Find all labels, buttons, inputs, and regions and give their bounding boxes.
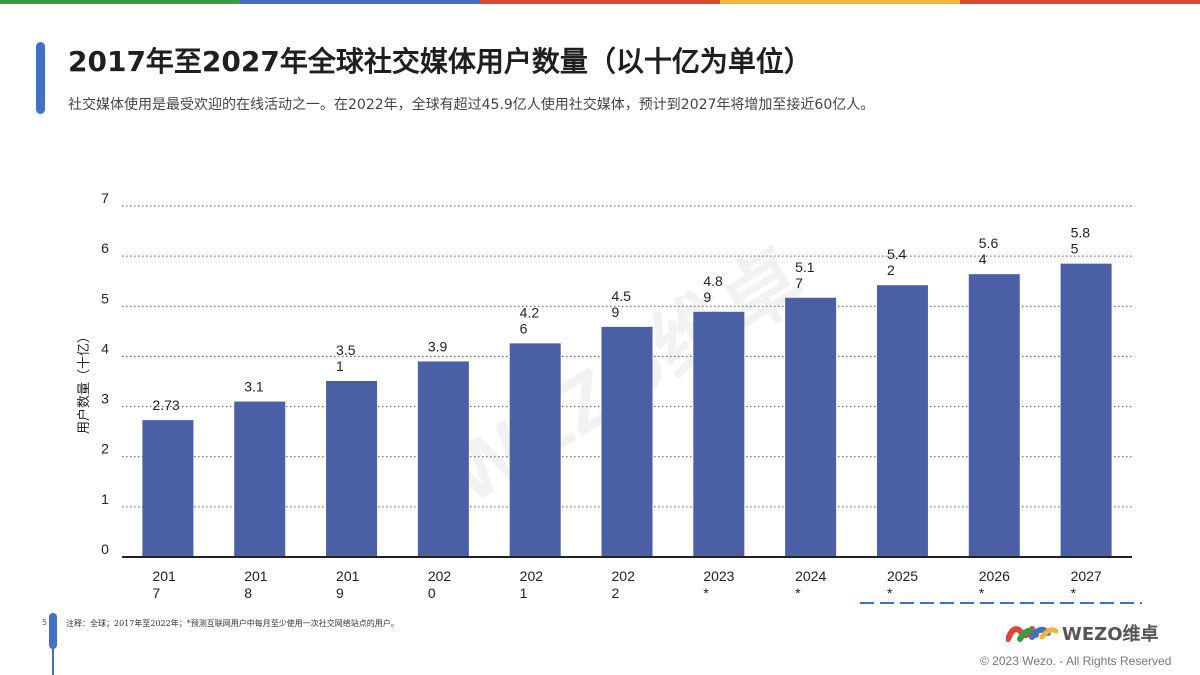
data-label: 3.1 [244, 379, 264, 395]
top-color-segment-5 [960, 0, 1200, 4]
y-tick-label: 1 [101, 491, 109, 507]
data-label: 4.2 6 [520, 304, 540, 336]
data-label: 5.4 2 [887, 246, 907, 278]
top-color-segment-1 [0, 0, 240, 4]
x-tick-label: 201 7 [152, 568, 176, 601]
x-tick-label: 201 9 [336, 568, 360, 601]
data-label: 5.1 7 [795, 259, 815, 291]
data-label: 4.5 9 [612, 288, 632, 320]
bar-2020 [417, 361, 469, 557]
bar-2022 [601, 326, 653, 557]
x-tick-label: 202 1 [520, 568, 544, 601]
bar-2025-forecast [876, 285, 928, 557]
y-tick-label: 2 [101, 441, 109, 457]
x-tick-label: 2023 * [703, 568, 734, 601]
x-axis-ticks: 201 7 201 8 201 9 202 0 202 1 202 2 2023 * 2024 * 2025 * 2… [152, 568, 1102, 601]
y-tick-label: 5 [101, 290, 109, 306]
page-subtitle: 社交媒体使用是最受欢迎的在线活动之一。在2022年，全球有超过45.9亿人使用社… [68, 97, 875, 113]
bar-2018 [234, 401, 286, 557]
bar-2026-forecast [968, 274, 1020, 557]
copyright: © 2023 Wezo. - All Rights Reserved [980, 654, 1172, 668]
y-tick-label: 7 [101, 190, 109, 206]
title-accent-bar [36, 42, 45, 114]
bar-2023-forecast [693, 311, 745, 557]
page-number: 5 [42, 618, 48, 627]
data-label: 4.8 9 [703, 273, 723, 305]
data-label: 2.73 [152, 397, 179, 413]
x-tick-label: 2024 * [795, 568, 826, 601]
x-tick-label: 2025 * [887, 568, 918, 601]
data-label: 3.9 [428, 338, 448, 354]
top-color-segment-2 [240, 0, 480, 4]
data-label: 3.5 1 [336, 342, 356, 374]
x-tick-label: 201 8 [244, 568, 268, 601]
bar-2021 [509, 343, 561, 557]
y-tick-label: 6 [101, 240, 109, 256]
page-title: 2017年至2027年全球社交媒体用户数量（以十亿为单位） [68, 45, 812, 78]
x-tick-label: 202 0 [428, 568, 452, 601]
bar-2017 [142, 420, 194, 557]
y-tick-label: 3 [101, 391, 109, 407]
y-axis-ticks: 0 1 2 3 4 5 6 7 [101, 190, 109, 557]
bar-2027-forecast [1060, 263, 1112, 557]
bar-2019 [326, 380, 378, 557]
data-label: 5.6 4 [979, 235, 999, 267]
bar-2024-forecast [785, 297, 837, 557]
data-label: 5.8 5 [1071, 225, 1091, 257]
y-axis-label: 用户数量（十亿） [76, 330, 91, 434]
data-labels: 2.73 3.1 3.5 1 3.9 4.2 6 4.5 9 4.8 9 5.1 7 5.4 2 5.6 4 5.… [152, 225, 1090, 413]
bars [142, 263, 1112, 557]
brand-logo-icon [1006, 626, 1058, 642]
top-color-segment-4 [720, 0, 960, 4]
top-color-segment-3 [480, 0, 720, 4]
y-tick-label: 4 [101, 340, 109, 356]
footer-marker [49, 613, 57, 649]
x-tick-label: 2027 * [1071, 568, 1102, 601]
top-color-bar [0, 0, 1200, 4]
x-tick-label: 2026 * [979, 568, 1010, 601]
x-tick-label: 202 2 [612, 568, 636, 601]
footer-note: 注释：全球；2017年至2022年；*预测互联网用户中每月至少使用一次社交网络站… [66, 619, 399, 628]
brand-logo: WEZO维卓 [1006, 620, 1159, 646]
y-tick-label: 0 [101, 541, 109, 557]
brand-name: WEZO维卓 [1062, 624, 1159, 645]
